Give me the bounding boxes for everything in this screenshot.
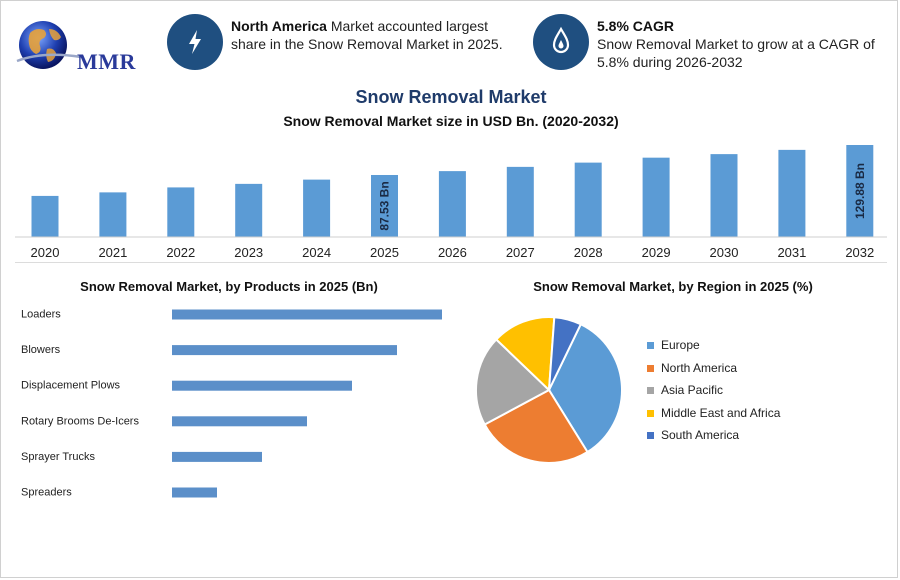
products-chart-title: Snow Removal Market, by Products in 2025…	[80, 279, 378, 294]
legend-label: Middle East and Africa	[661, 405, 781, 420]
x-tick-label: 2026	[438, 245, 467, 260]
x-tick-label: 2025	[370, 245, 399, 260]
bar-2029	[642, 157, 670, 237]
globe-icon	[16, 21, 82, 69]
category-label: Blowers	[21, 344, 61, 356]
bar-2021	[99, 192, 127, 237]
legend-label: Asia Pacific	[661, 383, 724, 397]
info-card-cagr-text-1: Snow Removal Market to grow at a CAGR of	[597, 36, 875, 52]
x-tick-label: 2023	[234, 245, 263, 260]
hbar-blowers	[172, 345, 397, 356]
page-title: Snow Removal Market	[355, 87, 547, 107]
info-card-region: North America Market accounted largest s…	[231, 17, 521, 53]
bar-2022	[167, 187, 195, 237]
hbar-spreaders	[172, 487, 217, 498]
region-chart-title: Snow Removal Market, by Region in 2025 (…	[533, 279, 813, 294]
x-tick-label: 2030	[710, 245, 739, 260]
divider	[15, 262, 887, 263]
legend-swatch	[647, 409, 654, 417]
region-pie-chart	[475, 316, 623, 464]
bar-2020	[31, 195, 59, 237]
bar-2023	[235, 183, 263, 237]
market-size-chart-title: Snow Removal Market size in USD Bn. (202…	[283, 113, 619, 129]
info-card-region-bold: North America	[231, 18, 327, 34]
data-label: 87.53 Bn	[378, 181, 392, 230]
category-label: Rotary Brooms De-Icers	[21, 415, 139, 427]
x-tick-label: 2027	[506, 245, 535, 260]
pie-slice-north-america	[483, 388, 589, 464]
legend-swatch	[647, 342, 654, 349]
hbar-loaders	[172, 309, 442, 320]
legend-swatch	[647, 387, 654, 394]
logo-text: MMR	[77, 49, 136, 74]
market-size-bar-chart: 2020 2021 2022 2023 2024 2025 87.53 Bn 2026 2027…	[15, 145, 887, 260]
info-card-cagr-bold: 5.8% CAGR	[597, 18, 675, 34]
bar-2030	[710, 154, 738, 237]
legend-label: North America	[661, 360, 738, 375]
bar-2024	[303, 179, 331, 237]
products-bar-chart: Loaders Blowers Displacement Plows Rotary B…	[21, 309, 442, 499]
legend-label: Europe	[661, 338, 700, 352]
flame-drop-icon	[533, 14, 589, 70]
hbar-rotary-brooms-de-icers	[172, 416, 307, 427]
x-tick-label: 2024	[302, 245, 331, 260]
info-card-cagr-text-2: 5.8% during 2026-2032	[597, 54, 743, 70]
pie-slice-middle-east-and-africa	[494, 316, 556, 393]
info-card-region-text-1: Market accounted largest	[326, 18, 489, 34]
bar-2032	[846, 145, 874, 237]
legend-label: South America	[661, 428, 740, 442]
mmr-logo: MMR	[13, 15, 143, 79]
legend-swatch	[647, 364, 654, 372]
legend-swatch	[647, 432, 654, 439]
category-label: Displacement Plows	[21, 380, 121, 392]
info-card-cagr: 5.8% CAGR Snow Removal Market to grow at…	[597, 17, 887, 71]
x-tick-label: 2032	[845, 245, 874, 260]
pie-slice-europe	[547, 322, 623, 454]
hbar-displacement-plows	[172, 380, 352, 391]
pie-slice-south-america	[548, 316, 583, 391]
x-tick-label: 2022	[166, 245, 195, 260]
hbar-sprayer-trucks	[172, 451, 262, 462]
bar-2031	[778, 149, 806, 237]
category-label: Loaders	[21, 309, 61, 321]
x-tick-label: 2021	[98, 245, 127, 260]
bar-2028	[574, 162, 602, 237]
x-tick-label: 2028	[574, 245, 603, 260]
bar-2025	[371, 174, 398, 237]
data-label: 129.88 Bn	[853, 163, 867, 219]
x-tick-label: 2031	[777, 245, 806, 260]
info-card-region-text-2: share in the Snow Removal Market in 2025…	[231, 36, 503, 52]
bar-2027	[506, 166, 534, 237]
x-tick-label: 2029	[642, 245, 671, 260]
category-label: Spreaders	[21, 487, 72, 499]
category-label: Sprayer Trucks	[21, 451, 95, 463]
lightning-icon	[167, 14, 223, 70]
pie-slice-asia-pacific	[475, 338, 551, 426]
x-tick-label: 2020	[31, 245, 60, 260]
bar-2026	[438, 171, 466, 237]
